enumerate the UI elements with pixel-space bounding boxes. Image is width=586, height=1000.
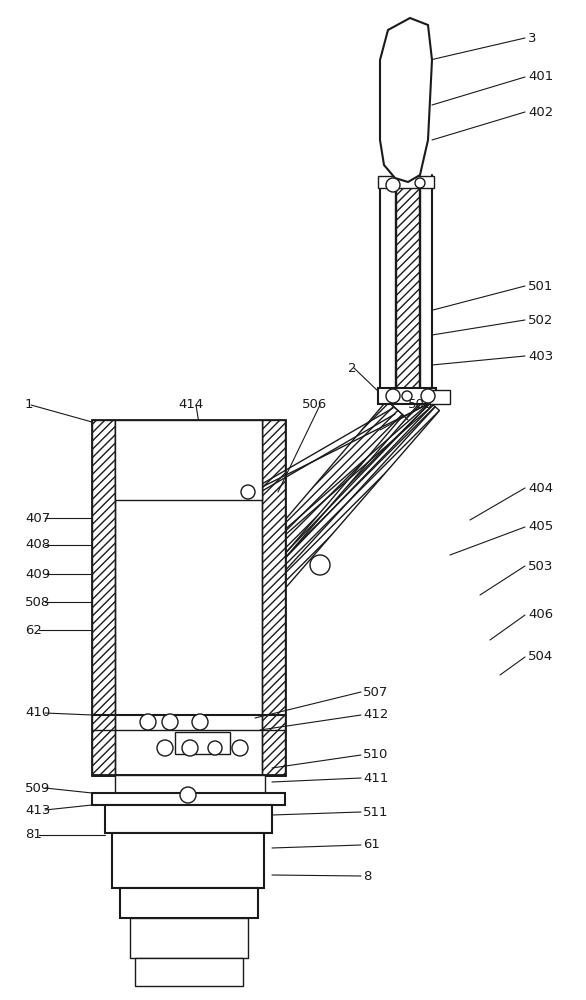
- Bar: [120, 888, 258, 918]
- Bar: [92, 420, 285, 775]
- Circle shape: [415, 178, 425, 188]
- Text: 3: 3: [528, 31, 537, 44]
- Bar: [130, 918, 248, 958]
- Circle shape: [232, 740, 248, 756]
- Text: 403: 403: [528, 350, 553, 362]
- Text: 404: 404: [528, 482, 553, 494]
- Bar: [105, 805, 272, 833]
- Text: 402: 402: [528, 105, 553, 118]
- Text: 505: 505: [408, 398, 434, 412]
- Text: 502: 502: [528, 314, 553, 326]
- Text: 501: 501: [528, 279, 553, 292]
- Text: 406: 406: [528, 608, 553, 621]
- Bar: [115, 775, 265, 793]
- Circle shape: [241, 485, 255, 499]
- Circle shape: [208, 741, 222, 755]
- Text: 507: 507: [363, 686, 389, 698]
- Circle shape: [180, 787, 196, 803]
- Circle shape: [140, 714, 156, 730]
- Circle shape: [192, 714, 208, 730]
- Text: 410: 410: [25, 706, 50, 720]
- Circle shape: [310, 555, 330, 575]
- Text: 504: 504: [528, 650, 553, 664]
- Text: 62: 62: [25, 624, 42, 637]
- Text: 409: 409: [25, 568, 50, 580]
- Bar: [428, 390, 450, 404]
- Polygon shape: [396, 183, 419, 393]
- Polygon shape: [380, 18, 432, 182]
- Text: 81: 81: [25, 828, 42, 842]
- Circle shape: [157, 740, 173, 756]
- Text: 1: 1: [25, 398, 33, 412]
- Circle shape: [402, 391, 412, 401]
- Text: 413: 413: [25, 804, 50, 816]
- Circle shape: [386, 389, 400, 403]
- Text: 503: 503: [528, 560, 553, 572]
- Circle shape: [162, 714, 178, 730]
- Polygon shape: [92, 420, 115, 775]
- Polygon shape: [180, 397, 440, 692]
- Text: 509: 509: [25, 782, 50, 794]
- Text: 414: 414: [178, 398, 203, 412]
- Text: 412: 412: [363, 708, 389, 722]
- Polygon shape: [262, 420, 285, 775]
- Text: 8: 8: [363, 869, 372, 882]
- Bar: [135, 958, 243, 986]
- Text: 407: 407: [25, 512, 50, 524]
- Bar: [175, 732, 230, 754]
- Text: 405: 405: [528, 520, 553, 534]
- Text: 401: 401: [528, 70, 553, 84]
- Circle shape: [386, 178, 400, 192]
- Bar: [92, 793, 285, 805]
- Text: 510: 510: [363, 748, 389, 762]
- Bar: [378, 176, 434, 188]
- Text: 408: 408: [25, 538, 50, 552]
- Circle shape: [421, 389, 435, 403]
- Text: 511: 511: [363, 806, 389, 818]
- Text: 61: 61: [363, 838, 380, 852]
- Text: 506: 506: [302, 398, 327, 412]
- Polygon shape: [230, 401, 403, 599]
- Text: 411: 411: [363, 772, 389, 784]
- Circle shape: [182, 740, 198, 756]
- Bar: [112, 833, 264, 888]
- Text: 508: 508: [25, 595, 50, 608]
- Text: 2: 2: [348, 361, 356, 374]
- Bar: [115, 420, 262, 500]
- Bar: [378, 388, 436, 404]
